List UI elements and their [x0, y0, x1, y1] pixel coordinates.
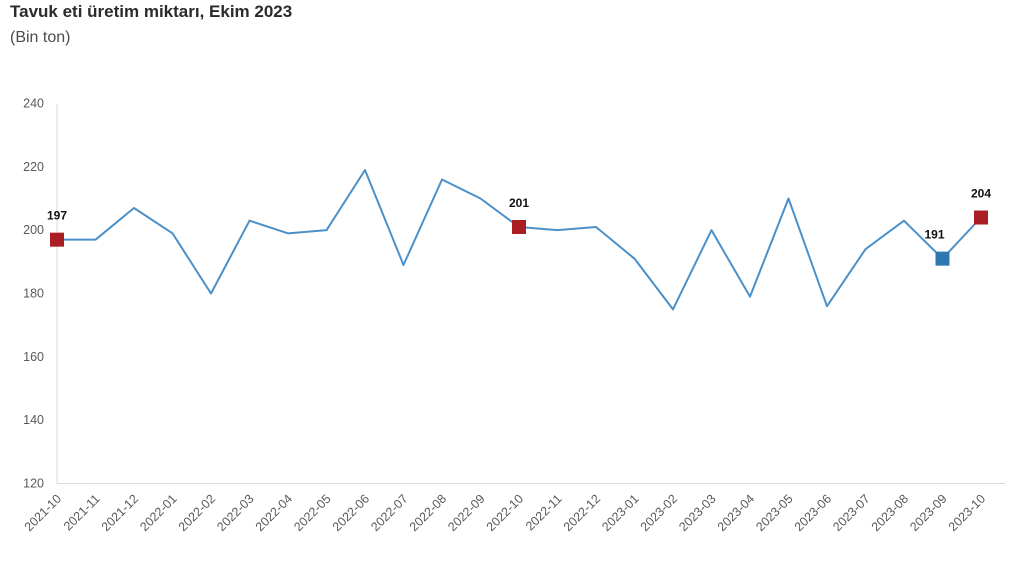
x-tick-label: 2022-03 — [214, 492, 256, 534]
x-tick-label: 2022-08 — [407, 492, 449, 534]
x-tick-label: 2023-04 — [715, 492, 757, 534]
data-label-2023-10: 204 — [971, 187, 991, 201]
x-tick-label: 2023-08 — [869, 492, 911, 534]
x-tick-label: 2021-11 — [61, 492, 103, 534]
chart-title: Tavuk eti üretim miktarı, Ekim 2023 — [10, 2, 293, 21]
x-tick-label: 2022-09 — [445, 492, 487, 534]
data-point-marker-2023-09 — [935, 251, 950, 266]
x-tick-label: 2022-11 — [523, 492, 565, 534]
y-tick-label: 220 — [23, 160, 44, 174]
chart-subtitle: (Bin ton) — [10, 29, 71, 46]
x-tick-label: 2023-07 — [830, 492, 872, 534]
x-tick-label: 2023-10 — [946, 492, 988, 534]
x-tick-label: 2022-01 — [137, 492, 179, 534]
data-point-marker-2022-10 — [512, 220, 526, 234]
data-label-2021-10: 197 — [47, 209, 67, 223]
x-tick-label: 2023-01 — [599, 492, 641, 534]
x-tick-label: 2023-06 — [792, 492, 834, 534]
y-tick-label: 240 — [23, 97, 44, 111]
data-label-2023-09: 191 — [924, 228, 944, 242]
x-tick-label: 2022-06 — [330, 492, 372, 534]
y-tick-label: 120 — [23, 477, 44, 491]
y-tick-label: 160 — [23, 350, 44, 364]
x-tick-label: 2022-02 — [176, 492, 218, 534]
production-line — [56, 169, 982, 311]
x-tick-label: 2022-04 — [253, 492, 295, 534]
x-tick-label: 2023-05 — [753, 492, 795, 534]
data-point-marker-2021-10 — [50, 232, 64, 247]
x-tick-label: 2021-12 — [99, 492, 141, 534]
x-tick-label: 2023-03 — [676, 492, 718, 534]
x-tick-label: 2022-05 — [291, 492, 333, 534]
x-tick-label: 2021-10 — [22, 492, 64, 534]
y-tick-label: 200 — [23, 223, 44, 237]
data-point-marker-2023-10 — [974, 210, 988, 225]
y-tick-label: 140 — [23, 413, 44, 427]
x-tick-label: 2022-12 — [561, 492, 603, 534]
x-tick-label: 2022-07 — [368, 492, 410, 534]
x-tick-label: 2023-09 — [907, 492, 949, 534]
x-tick-label: 2022-10 — [484, 492, 526, 534]
x-tick-label: 2023-02 — [638, 492, 680, 534]
data-label-2022-10: 201 — [509, 196, 529, 210]
y-tick-label: 180 — [23, 287, 44, 301]
